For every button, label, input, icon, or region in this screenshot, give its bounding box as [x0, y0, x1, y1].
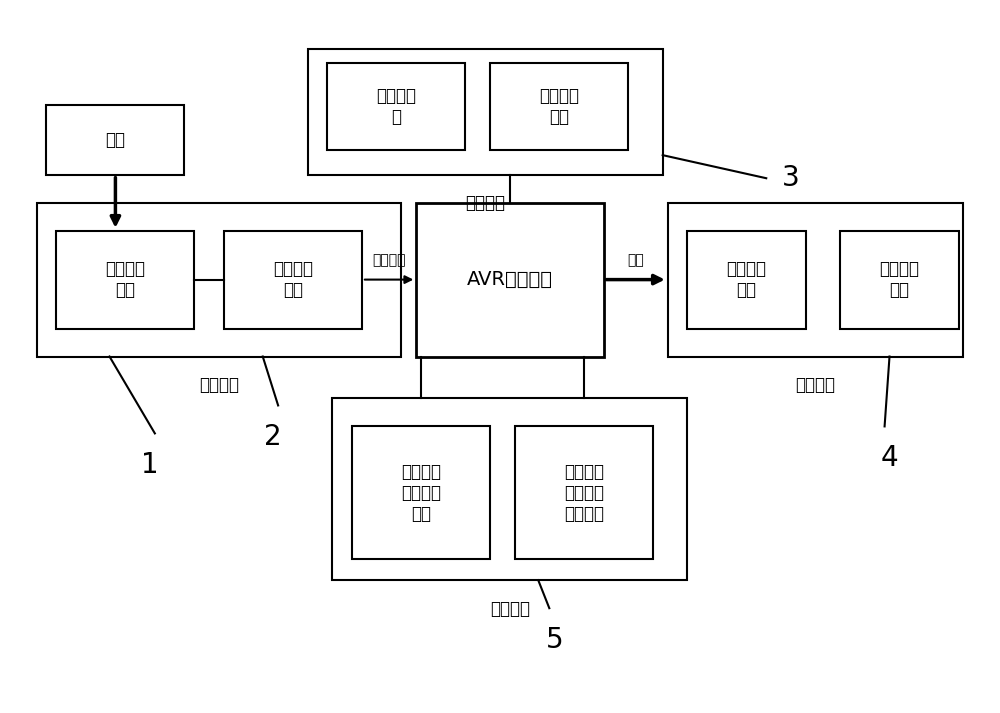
Bar	[515, 426, 653, 559]
Text: 工作状态
显示: 工作状态 显示	[879, 260, 919, 299]
Text: 光电隔离
芯片: 光电隔离 芯片	[273, 260, 313, 299]
Text: 显示模块: 显示模块	[796, 376, 836, 394]
Text: 蜂鸣器报
警: 蜂鸣器报 警	[376, 87, 416, 126]
Text: 向上位机
发送雷击
信号: 向上位机 发送雷击 信号	[401, 463, 441, 523]
Bar	[668, 202, 963, 356]
Text: 通信模块: 通信模块	[490, 600, 530, 617]
Text: 4: 4	[881, 444, 898, 472]
Bar	[56, 231, 194, 329]
Text: 检测模块: 检测模块	[199, 376, 239, 394]
Text: 3: 3	[782, 164, 800, 193]
Text: 2: 2	[264, 423, 282, 451]
Text: AVR主控模块: AVR主控模块	[467, 270, 553, 289]
Bar	[308, 49, 663, 175]
Bar	[46, 105, 184, 175]
Text: 电磁感应
线圈: 电磁感应 线圈	[105, 260, 145, 299]
Text: 上位机主
获取系统
工作状态: 上位机主 获取系统 工作状态	[564, 463, 604, 523]
Bar	[416, 202, 604, 356]
Bar	[224, 231, 362, 329]
Bar	[352, 426, 490, 559]
Text: 1: 1	[141, 451, 159, 479]
Text: 显示: 显示	[627, 253, 644, 267]
Bar	[490, 63, 628, 150]
Bar	[327, 63, 465, 150]
Text: 雷击信号: 雷击信号	[372, 253, 406, 267]
Text: 雷击次数
显示: 雷击次数 显示	[727, 260, 767, 299]
Text: 5: 5	[545, 626, 563, 654]
Text: 雷击: 雷击	[105, 130, 125, 149]
Bar	[37, 202, 401, 356]
Text: 强光闪烁
报警: 强光闪烁 报警	[539, 87, 579, 126]
Bar	[840, 231, 959, 329]
Bar	[332, 399, 687, 580]
Bar	[687, 231, 806, 329]
Text: 报警模块: 报警模块	[465, 195, 505, 212]
